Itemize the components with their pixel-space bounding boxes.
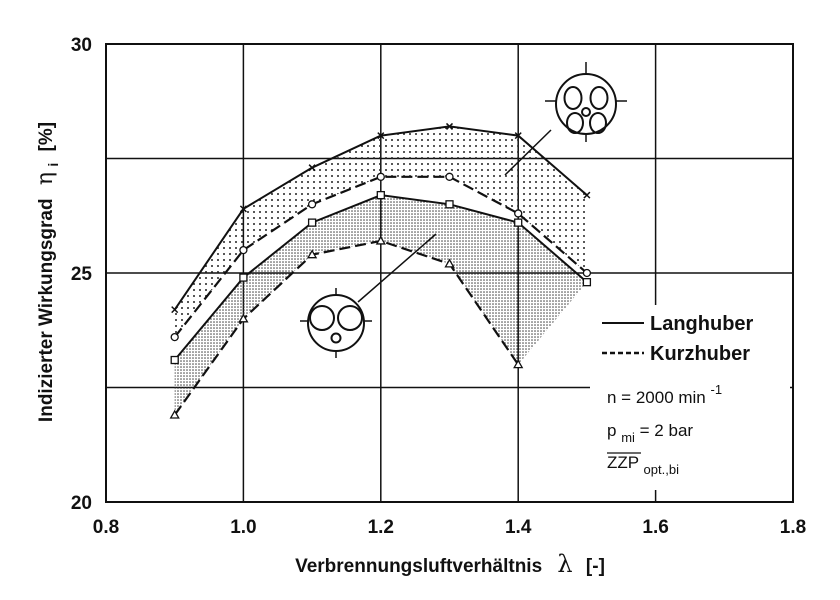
y-tick-label-0: 20 [71, 493, 92, 514]
series-2-point-4 [445, 200, 454, 209]
band-four-valve [174, 126, 587, 338]
series-0-point-2 [308, 164, 316, 172]
four-valve-cylinder-icon [504, 62, 627, 176]
legend-background [590, 305, 790, 490]
y-axis-unit: [%] [36, 122, 57, 152]
x-tick-label-5: 1.8 [780, 517, 806, 538]
series-2-point-6 [582, 278, 592, 287]
x-axis-lambda: λ [557, 550, 572, 578]
y-tick-label-1: 25 [71, 264, 93, 285]
series-1-point-3 [376, 172, 385, 181]
condition-pressure-sub: mi [621, 430, 635, 445]
gridlines [105, 43, 794, 503]
series-2-point-3 [376, 190, 385, 200]
series-3-point-0 [169, 409, 180, 419]
series-0-point-4 [445, 122, 454, 130]
condition-ignition-text: ZZP [607, 453, 639, 472]
series-markers [169, 122, 592, 419]
y-axis-title: Indizierter Wirkungsgrad η i [%] [33, 122, 63, 422]
series-1-point-1 [239, 245, 248, 255]
condition-pressure-p: p [607, 421, 616, 440]
y-tick-labels: 20 25 30 [71, 35, 93, 514]
x-axis-unit: [-] [586, 556, 605, 577]
y-tick-label-2: 30 [71, 35, 92, 56]
series-1-point-0 [170, 332, 179, 342]
series-0-point-1 [239, 205, 247, 213]
series-0-point-5 [514, 132, 522, 140]
x-tick-label-0: 0.8 [93, 517, 119, 538]
y-axis-eta: η [33, 172, 58, 185]
series-3-point-2 [306, 249, 318, 259]
series-2-point-2 [307, 218, 317, 227]
condition-pressure-rest: = 2 bar [640, 421, 694, 440]
x-tick-label-2: 1.2 [368, 517, 394, 538]
series-1-point-2 [307, 200, 317, 209]
condition-ignition-sub: opt.,bi [644, 462, 680, 477]
plot-area [105, 43, 794, 503]
two-valve-cylinder-icon [300, 233, 437, 358]
x-tick-label-4: 1.6 [642, 517, 668, 538]
series-0-point-6 [583, 191, 591, 199]
condition-speed-exp: -1 [711, 382, 723, 397]
series-1-point-4 [445, 172, 454, 181]
x-axis-title: Verbrennungsluftverhältnis λ [-] [295, 550, 605, 578]
x-tick-label-1: 1.0 [230, 517, 256, 538]
series-0-point-0 [171, 306, 179, 314]
series-2-point-5 [514, 218, 523, 227]
x-tick-label-3: 1.4 [505, 517, 532, 538]
series-3-point-5 [513, 359, 524, 369]
series-3-point-4 [444, 258, 455, 268]
series-2-point-0 [170, 355, 179, 365]
legend-label-kurzhuber: Kurzhuber [650, 343, 750, 365]
condition-ignition: ZZP opt.,bi [607, 453, 679, 477]
condition-pressure: p mi = 2 bar [607, 421, 693, 446]
legend: Langhuber Kurzhuber n = 2000 min -1 p mi… [590, 305, 790, 490]
series-1-point-6 [582, 268, 592, 278]
series-0-point-3 [377, 132, 385, 140]
y-axis-label-text: Indizierter Wirkungsgrad [36, 198, 57, 422]
condition-speed: n = 2000 min -1 [607, 382, 722, 407]
series-3-point-3 [375, 235, 386, 245]
legend-label-langhuber: Langhuber [650, 313, 754, 335]
x-tick-labels: 0.8 1.0 1.2 1.4 1.6 1.8 [93, 517, 806, 538]
series-line-3 [173, 239, 520, 416]
series-3-point-1 [238, 313, 249, 323]
condition-speed-text: n = 2000 min [607, 388, 706, 407]
y-axis-eta-sub: i [45, 163, 61, 167]
series-2-point-1 [239, 273, 248, 282]
series-1-point-5 [514, 209, 523, 218]
x-axis-label-text: Verbrennungsluftverhältnis [295, 556, 542, 577]
